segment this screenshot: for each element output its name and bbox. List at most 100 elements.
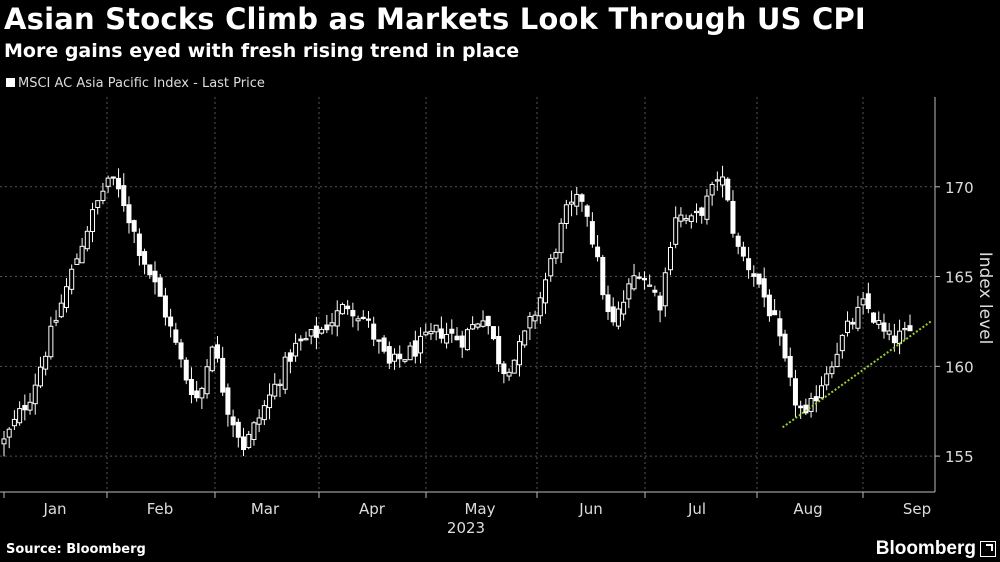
candle-body <box>595 246 601 258</box>
candle-body <box>84 230 90 250</box>
candle <box>845 311 851 337</box>
candle-body <box>412 340 418 357</box>
chart-subtitle: More gains eyed with fresh rising trend … <box>4 40 520 62</box>
candle-body <box>496 336 502 365</box>
candle <box>537 291 543 324</box>
candle-body <box>667 246 673 271</box>
candle-body <box>647 284 653 287</box>
candle-body <box>418 335 424 354</box>
x-tick-label: Feb <box>147 500 174 518</box>
candle-body <box>324 324 330 331</box>
candle <box>871 312 877 324</box>
candle-body <box>220 357 226 393</box>
candle <box>496 326 502 372</box>
candle-body <box>798 405 804 409</box>
candle <box>116 168 122 198</box>
candle-body <box>428 330 434 335</box>
candle <box>43 351 49 376</box>
candle-body <box>615 308 621 327</box>
candle-body <box>386 346 392 364</box>
candle <box>147 264 153 279</box>
candle-body <box>621 301 627 315</box>
candle <box>183 357 189 385</box>
candle <box>595 235 601 262</box>
y-axis: 155 160 165 170 Index level <box>934 97 995 492</box>
candle <box>188 367 194 404</box>
candle <box>725 177 731 202</box>
candle-body <box>230 416 236 426</box>
source-note: Source: Bloomberg <box>6 542 146 557</box>
candle <box>746 246 752 279</box>
candle <box>319 326 325 335</box>
candle-body <box>855 306 861 329</box>
candle <box>470 316 476 330</box>
candle <box>324 314 330 334</box>
candle <box>641 271 647 290</box>
x-tick-label: May <box>464 500 495 518</box>
candle <box>360 310 366 320</box>
candle <box>298 335 304 351</box>
candle-body <box>110 176 116 179</box>
candle <box>662 267 668 317</box>
candle <box>48 316 54 360</box>
candle <box>407 341 413 361</box>
candle <box>126 196 132 234</box>
candle <box>402 359 408 364</box>
y-tick-label: 160 <box>945 358 974 376</box>
candle-body <box>131 220 137 232</box>
candle <box>365 311 371 328</box>
candle-body <box>792 378 798 406</box>
candle <box>241 427 247 457</box>
candle-body <box>58 302 64 318</box>
candle-body <box>423 331 429 336</box>
candle-body <box>876 320 882 325</box>
candle-body <box>709 183 715 196</box>
candle <box>53 310 59 327</box>
candle <box>657 292 663 323</box>
candle <box>761 267 767 308</box>
candle <box>110 176 116 186</box>
candle-body <box>657 295 663 311</box>
candle <box>449 319 455 343</box>
candle-body <box>209 346 215 372</box>
candle <box>751 265 757 287</box>
candle <box>261 400 267 426</box>
candle <box>563 199 569 229</box>
candle <box>199 386 205 410</box>
candle-body <box>350 310 356 317</box>
candle-body <box>194 390 200 399</box>
expand-icon[interactable] <box>980 541 996 557</box>
candle <box>142 248 148 275</box>
candle-body <box>699 207 705 216</box>
candle-body <box>662 272 668 307</box>
candle-body <box>126 204 132 224</box>
candle-body <box>371 323 377 340</box>
candle <box>714 171 720 191</box>
candle-body <box>569 201 575 205</box>
candle-body <box>834 353 840 368</box>
candle-body <box>865 293 871 310</box>
candle-body <box>63 286 69 309</box>
candle <box>32 373 38 415</box>
candle <box>63 278 69 313</box>
candle-body <box>782 333 788 359</box>
candle <box>90 202 96 243</box>
candle-body <box>803 404 809 414</box>
candle-body <box>152 270 158 283</box>
candle-body <box>824 373 830 386</box>
candle-body <box>641 277 647 281</box>
candle <box>626 278 632 309</box>
candle-body <box>485 315 491 327</box>
candle-body <box>116 177 122 190</box>
candle <box>277 379 283 398</box>
candle-body <box>397 353 403 360</box>
candle-body <box>449 328 455 334</box>
candle <box>579 193 585 212</box>
candle-body <box>214 344 220 359</box>
candle-body <box>891 335 897 344</box>
candle <box>803 398 809 415</box>
candle <box>485 315 491 335</box>
candle <box>569 190 575 217</box>
candle-body <box>339 303 345 315</box>
candle <box>376 339 382 354</box>
